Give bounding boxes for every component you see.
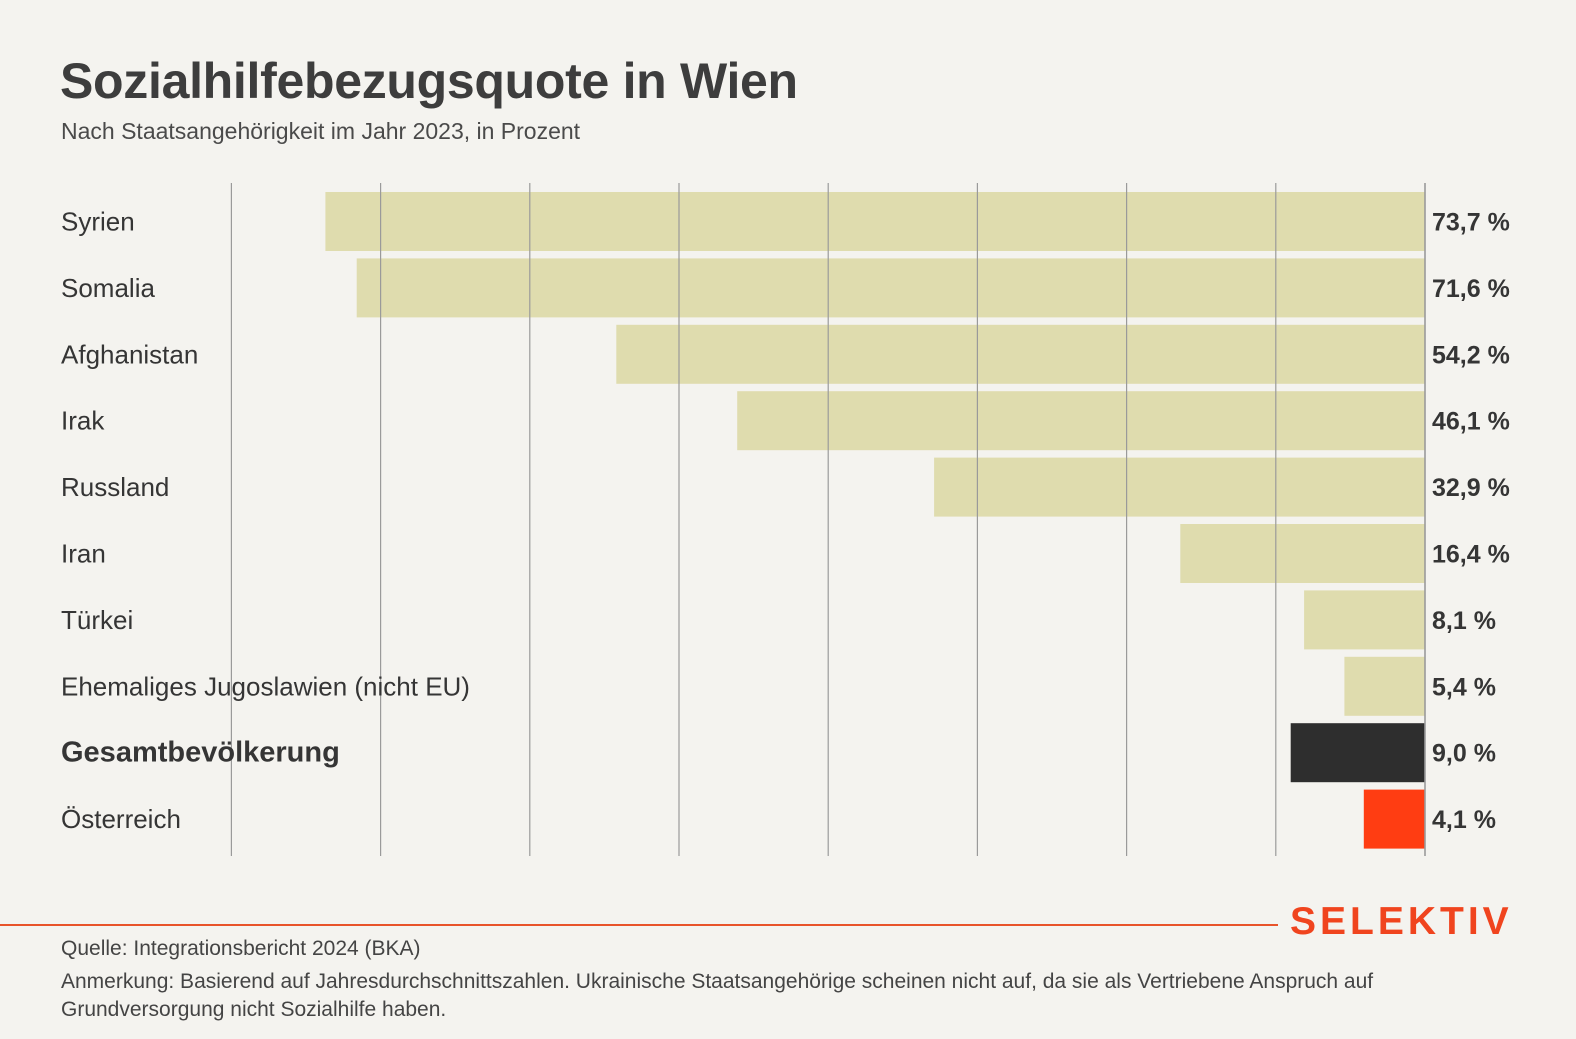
category-label-0: Syrien bbox=[61, 207, 135, 237]
bar-8 bbox=[1290, 723, 1425, 783]
category-label-6: Türkei bbox=[61, 605, 133, 635]
chart-title: Sozialhilfebezugsquote in Wien bbox=[60, 53, 798, 109]
category-label-9: Österreich bbox=[61, 804, 181, 834]
category-label-4: Russland bbox=[61, 472, 169, 502]
bar-2 bbox=[616, 324, 1425, 384]
category-label-2: Afghanistan bbox=[61, 339, 198, 369]
value-label-1: 71,6 % bbox=[1432, 275, 1510, 303]
bar-chart: Syrien Somalia Afghanistan Irak Russland Iran… bbox=[61, 183, 1510, 856]
bar-6 bbox=[1304, 590, 1425, 650]
bar-5 bbox=[1180, 524, 1425, 583]
value-label-6: 8,1 % bbox=[1432, 607, 1496, 635]
category-label-8: Gesamtbevölkerung bbox=[61, 737, 340, 769]
bar-7 bbox=[1344, 656, 1425, 716]
category-label-7: Ehemaliges Jugoslawien (nicht EU) bbox=[61, 671, 470, 701]
chart-subtitle: Nach Staatsangehörigkeit im Jahr 2023, i… bbox=[61, 118, 581, 144]
value-label-7: 5,4 % bbox=[1432, 673, 1496, 701]
category-label-5: Iran bbox=[61, 539, 106, 569]
footer-divider bbox=[0, 924, 1278, 926]
value-label-4: 32,9 % bbox=[1432, 474, 1510, 502]
value-label-8: 9,0 % bbox=[1432, 740, 1496, 768]
category-label-3: Irak bbox=[61, 406, 105, 436]
value-label-2: 54,2 % bbox=[1432, 341, 1510, 369]
remark-note: Anmerkung: Basierend auf Jahresdurchschn… bbox=[61, 970, 1374, 1021]
value-label-0: 73,7 % bbox=[1432, 209, 1510, 237]
value-label-5: 16,4 % bbox=[1432, 541, 1510, 569]
bar-1 bbox=[356, 258, 1426, 318]
bar-0 bbox=[325, 192, 1425, 251]
bar-4 bbox=[934, 457, 1425, 517]
brand-logo: SELEKTIV bbox=[1290, 900, 1513, 943]
bar-9 bbox=[1363, 789, 1425, 849]
bar-3 bbox=[737, 391, 1425, 451]
value-label-3: 46,1 % bbox=[1432, 408, 1510, 436]
category-label-1: Somalia bbox=[61, 273, 155, 303]
source-note: Quelle: Integrationsbericht 2024 (BKA) bbox=[61, 937, 421, 960]
value-label-9: 4,1 % bbox=[1432, 806, 1496, 834]
